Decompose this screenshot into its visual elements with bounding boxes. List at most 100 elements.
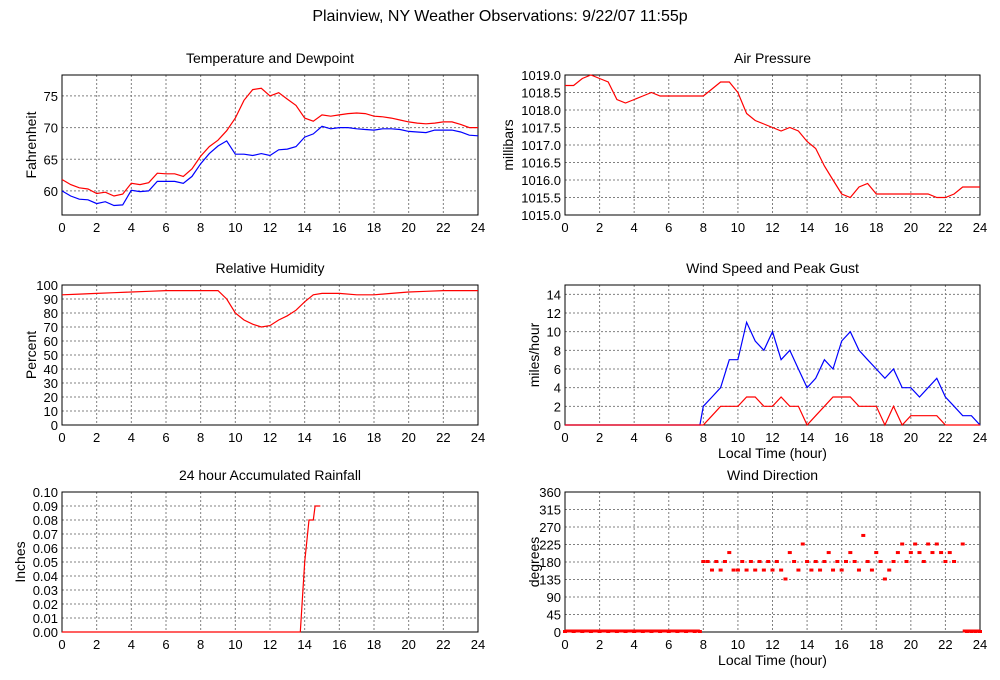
data-point (753, 568, 758, 572)
y-tick-label: 0.04 (33, 569, 58, 584)
x-tick-label: 8 (197, 220, 204, 235)
x-axis-label: Local Time (hour) (718, 652, 827, 668)
x-tick-label: 22 (436, 637, 450, 652)
x-tick-label: 18 (869, 430, 883, 445)
y-tick-label: 20 (44, 390, 58, 405)
data-point (939, 551, 944, 555)
data-point (930, 551, 935, 555)
data-point (839, 568, 844, 572)
x-tick-label: 16 (834, 220, 848, 235)
y-tick-label: 1016.5 (521, 156, 561, 171)
x-tick-label: 6 (162, 220, 169, 235)
data-point (761, 568, 766, 572)
y-axis-label: millibars (500, 119, 516, 170)
data-point (865, 560, 870, 563)
y-axis-label: miles/hour (526, 322, 542, 387)
y-axis-label: Percent (23, 331, 39, 379)
x-tick-label: 20 (904, 637, 918, 652)
y-tick-label: 12 (547, 306, 561, 321)
x-tick-label: 10 (731, 430, 745, 445)
x-tick-label: 22 (938, 430, 952, 445)
data-point (783, 577, 788, 581)
data-point (934, 542, 939, 546)
x-tick-label: 10 (228, 637, 242, 652)
y-tick-label: 0.05 (33, 555, 58, 570)
y-tick-label: 360 (539, 485, 561, 500)
y-tick-label: 0.02 (33, 597, 58, 612)
x-tick-label: 4 (128, 220, 135, 235)
y-tick-label: 70 (44, 121, 58, 136)
plot-frame (564, 491, 981, 633)
data-point (770, 568, 775, 572)
y-axis-label: Fahrenheit (23, 111, 39, 178)
x-tick-label: 16 (834, 430, 848, 445)
data-point (722, 560, 727, 563)
data-point (874, 551, 879, 555)
x-tick-label: 12 (263, 430, 277, 445)
x-tick-label: 20 (904, 430, 918, 445)
data-point (878, 560, 883, 563)
x-tick-label: 2 (596, 430, 603, 445)
data-point (904, 560, 909, 563)
x-tick-label: 6 (665, 430, 672, 445)
x-axis-label: Local Time (hour) (718, 445, 827, 461)
y-tick-label: 80 (44, 306, 58, 321)
x-tick-label: 24 (973, 220, 987, 235)
y-tick-label: 65 (44, 152, 58, 167)
data-point (900, 542, 905, 546)
x-tick-label: 6 (665, 220, 672, 235)
x-tick-label: 2 (596, 220, 603, 235)
series-line-wind-speed (565, 320, 981, 426)
y-tick-label: 135 (539, 573, 561, 588)
y-tick-label: 180 (539, 555, 561, 570)
y-tick-label: 60 (44, 184, 58, 199)
data-point (960, 542, 965, 546)
data-point (943, 560, 948, 563)
data-point (887, 568, 892, 572)
x-tick-label: 2 (93, 430, 100, 445)
data-point (731, 568, 736, 572)
y-tick-label: 0.00 (33, 625, 58, 640)
series-line-peak-gust (565, 396, 980, 427)
x-tick-label: 4 (631, 637, 638, 652)
y-tick-label: 1019.0 (521, 68, 561, 83)
data-point (835, 560, 840, 563)
x-tick-label: 16 (834, 637, 848, 652)
x-tick-label: 0 (561, 220, 568, 235)
data-point (926, 542, 931, 546)
x-tick-label: 4 (631, 220, 638, 235)
chart-title: Air Pressure (734, 50, 811, 66)
data-point (805, 560, 810, 563)
x-tick-label: 22 (938, 637, 952, 652)
data-point (718, 568, 723, 572)
data-point (727, 551, 732, 555)
y-tick-label: 225 (539, 538, 561, 553)
x-tick-label: 6 (162, 637, 169, 652)
data-point (921, 560, 926, 563)
x-tick-label: 16 (332, 430, 346, 445)
y-tick-label: 30 (44, 376, 58, 391)
data-point (947, 551, 952, 555)
x-tick-label: 22 (436, 430, 450, 445)
x-tick-label: 12 (765, 637, 779, 652)
y-axis-label: degrees (526, 537, 542, 588)
y-tick-label: 270 (539, 520, 561, 535)
y-tick-label: 40 (44, 362, 58, 377)
x-tick-label: 18 (367, 637, 381, 652)
x-tick-label: 0 (58, 430, 65, 445)
y-tick-label: 6 (554, 362, 561, 377)
data-point (701, 560, 706, 563)
y-tick-label: 0.03 (33, 583, 58, 598)
data-point (869, 568, 874, 572)
x-tick-label: 0 (58, 220, 65, 235)
x-tick-label: 12 (263, 637, 277, 652)
data-point (908, 551, 913, 555)
data-point (800, 542, 805, 546)
y-tick-label: 1017.5 (521, 121, 561, 136)
x-tick-label: 18 (367, 430, 381, 445)
